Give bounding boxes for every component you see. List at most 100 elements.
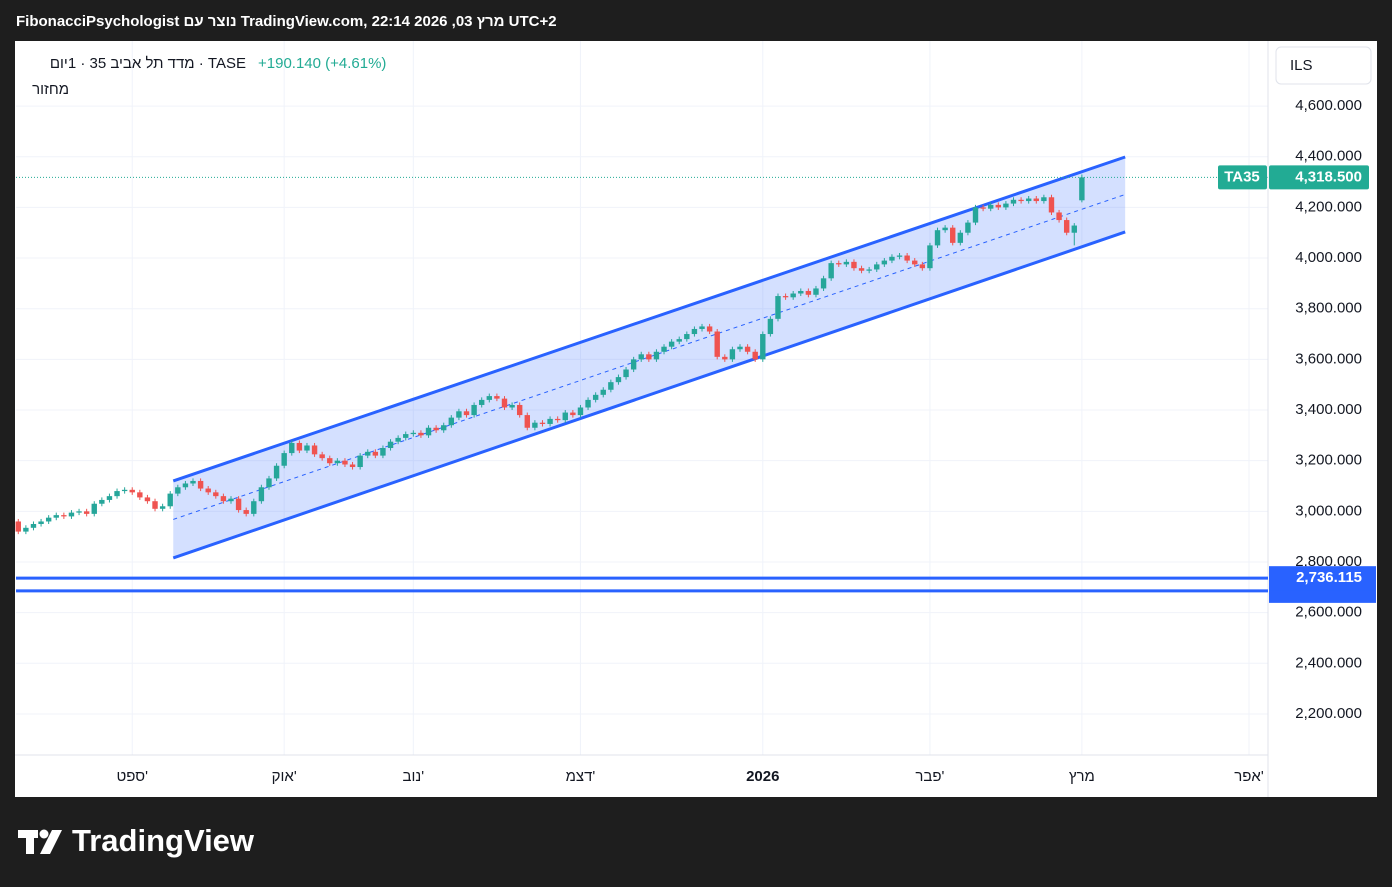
- last-price-label: 4,318.500: [1295, 168, 1362, 185]
- candle-body: [342, 460, 348, 465]
- candle-body: [623, 369, 629, 378]
- price-tag: [1269, 566, 1376, 591]
- candle-body: [471, 404, 477, 416]
- candle-body: [167, 493, 173, 507]
- candle-body: [995, 204, 1002, 208]
- candle-body: [441, 425, 447, 431]
- candle-body: [798, 290, 804, 294]
- candle-body: [760, 334, 766, 360]
- x-tick-label: ספט': [116, 768, 148, 785]
- candle-body: [1048, 197, 1055, 213]
- candle-body: [516, 404, 523, 416]
- candle-body: [676, 339, 682, 342]
- candle-body: [577, 407, 584, 416]
- candle-body: [889, 256, 895, 261]
- x-tick-label: נוב': [403, 768, 425, 785]
- candle-body: [532, 422, 538, 428]
- x-tick-label: אוק': [272, 768, 297, 785]
- candle-body: [722, 356, 728, 360]
- header: FibonacciPsychologist נוצר עם TradingVie…: [16, 13, 557, 30]
- candle-body: [68, 512, 75, 517]
- candle-body: [1025, 198, 1032, 202]
- change: +190.140 (+4.61%): [258, 55, 386, 72]
- candle-body: [744, 346, 751, 352]
- candle-body: [266, 478, 272, 488]
- candle-body: [782, 296, 789, 298]
- candle-body: [197, 480, 204, 489]
- candle-body: [182, 483, 189, 488]
- y-tick-label: 3,200.000: [1295, 452, 1362, 469]
- candle-body: [729, 349, 736, 360]
- y-tick-label: 4,000.000: [1295, 249, 1362, 266]
- x-tick-label: אפר': [1234, 768, 1264, 785]
- y-tick-label: 2,800.000: [1295, 553, 1362, 570]
- candle-body: [1079, 177, 1085, 201]
- candle-body: [387, 441, 394, 449]
- candle-body: [904, 255, 910, 261]
- candle-body: [494, 396, 500, 399]
- y-tick-label: 2,600.000: [1295, 604, 1362, 621]
- candle-body: [1003, 203, 1009, 208]
- candle-body: [615, 377, 622, 383]
- candle-body: [365, 451, 371, 456]
- candle-body: [235, 498, 242, 511]
- candle-body: [1010, 199, 1017, 204]
- candle-body: [296, 442, 303, 451]
- candle-body: [273, 465, 280, 479]
- candle-body: [896, 255, 903, 257]
- candle-body: [828, 263, 834, 279]
- candle-body: [311, 445, 318, 455]
- candle-body: [813, 288, 819, 295]
- candle-body: [334, 460, 341, 464]
- x-tick-label: מרץ: [1069, 768, 1095, 785]
- candle-body: [714, 331, 720, 357]
- candle-body: [479, 399, 485, 405]
- candle-body: [684, 334, 690, 340]
- candle-body: [691, 328, 698, 335]
- candle-body: [699, 326, 705, 329]
- candle-body: [912, 260, 918, 265]
- candle-body: [1018, 199, 1024, 202]
- currency-box[interactable]: [1275, 46, 1372, 85]
- candle-body: [1041, 197, 1047, 202]
- candle-body: [395, 437, 401, 442]
- candle-body: [942, 227, 948, 231]
- candle-body: [972, 207, 979, 223]
- candle-body: [1033, 198, 1039, 202]
- candle-body: [661, 346, 667, 352]
- candle-body: [106, 496, 113, 500]
- candle-body: [934, 230, 941, 246]
- candle-body: [45, 517, 52, 522]
- candle-body: [570, 412, 576, 416]
- candle-body: [304, 445, 310, 451]
- candle-body: [524, 415, 530, 428]
- candle-body: [486, 396, 492, 400]
- candle-body: [53, 515, 59, 518]
- candle-body: [15, 521, 21, 532]
- candle-body: [205, 488, 211, 493]
- candle-body: [980, 207, 986, 209]
- candle-body: [957, 232, 964, 243]
- candle-body: [509, 404, 515, 408]
- candle-body: [418, 432, 424, 436]
- candle-body: [858, 268, 865, 271]
- candle-body: [137, 492, 143, 498]
- candle-body: [866, 269, 872, 271]
- candle-body: [448, 417, 455, 426]
- y-tick-label: 3,400.000: [1295, 401, 1362, 418]
- channel-upper: [172, 155, 1126, 483]
- candle-body: [175, 487, 181, 494]
- candle-body: [562, 412, 568, 421]
- candle-body: [646, 354, 652, 360]
- candle-body: [547, 418, 553, 424]
- candle-body: [501, 398, 508, 408]
- logo: TradingView: [72, 823, 255, 858]
- candle-body: [251, 501, 257, 514]
- candle-body: [843, 261, 850, 265]
- candle-body: [851, 261, 857, 269]
- candle-body: [425, 427, 432, 436]
- logo-icon: [18, 829, 62, 854]
- candle-body: [372, 451, 379, 456]
- candle-body: [630, 359, 637, 370]
